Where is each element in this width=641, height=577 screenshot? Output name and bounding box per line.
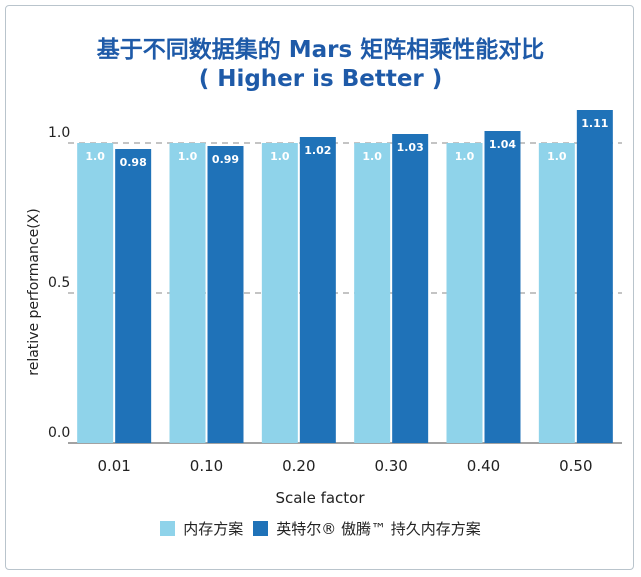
data-label-s0-4: 1.0 xyxy=(455,150,475,163)
bar-s0-1 xyxy=(169,143,206,443)
chart-subtitle: ( Higher is Better ) xyxy=(198,66,443,92)
bar-s1-2 xyxy=(299,137,336,443)
bar-s1-5 xyxy=(576,110,613,443)
y-tick-label-1: 0.5 xyxy=(48,275,70,291)
legend-label-optane: 英特尔® 傲腾™ 持久内存方案 xyxy=(276,520,481,538)
bar-s0-5 xyxy=(538,143,575,443)
x-axis-title: Scale factor xyxy=(275,489,365,507)
y-axis-title: relative performance(X) xyxy=(26,208,42,375)
data-label-s0-0: 1.0 xyxy=(85,150,105,163)
legend-item-memory: 内存方案 xyxy=(160,518,243,539)
data-label-s1-4: 1.04 xyxy=(489,138,516,151)
data-label-s1-5: 1.11 xyxy=(581,117,608,130)
bar-s0-3 xyxy=(354,143,391,443)
bar-s1-4 xyxy=(484,131,521,443)
chart-title: 基于不同数据集的 Mars 矩阵相乘性能对比 xyxy=(96,37,545,63)
x-tick-label-3: 0.30 xyxy=(374,457,407,475)
x-tick-label-0: 0.01 xyxy=(97,457,130,475)
data-label-s1-0: 0.98 xyxy=(120,156,147,169)
data-label-s0-5: 1.0 xyxy=(547,150,567,163)
bar-s0-4 xyxy=(446,143,483,443)
x-tick-label-2: 0.20 xyxy=(282,457,315,475)
bar-s0-2 xyxy=(261,143,298,443)
chart-frame xyxy=(5,5,634,570)
data-label-s1-2: 1.02 xyxy=(304,144,331,157)
legend-swatch-optane xyxy=(253,521,269,536)
bar-s1-0 xyxy=(115,149,152,443)
legend-item-optane: 英特尔® 傲腾™ 持久内存方案 xyxy=(253,518,481,539)
data-label-s1-1: 0.99 xyxy=(212,153,239,166)
bar-s0-0 xyxy=(77,143,114,443)
bar-s1-1 xyxy=(207,146,244,443)
x-tick-label-5: 0.50 xyxy=(559,457,592,475)
y-tick-label-0: 0.0 xyxy=(48,425,70,441)
bar-s1-3 xyxy=(392,134,429,443)
x-tick-label-1: 0.10 xyxy=(190,457,223,475)
legend: 内存方案 英特尔® 傲腾™ 持久内存方案 xyxy=(0,518,641,539)
legend-swatch-memory xyxy=(160,521,176,536)
data-label-s0-2: 1.0 xyxy=(270,150,290,163)
data-label-s0-3: 1.0 xyxy=(362,150,382,163)
y-tick-label-2: 1.0 xyxy=(48,125,70,141)
data-label-s1-3: 1.03 xyxy=(397,141,424,154)
x-tick-label-4: 0.40 xyxy=(467,457,500,475)
legend-label-memory: 内存方案 xyxy=(183,520,244,538)
data-label-s0-1: 1.0 xyxy=(178,150,198,163)
